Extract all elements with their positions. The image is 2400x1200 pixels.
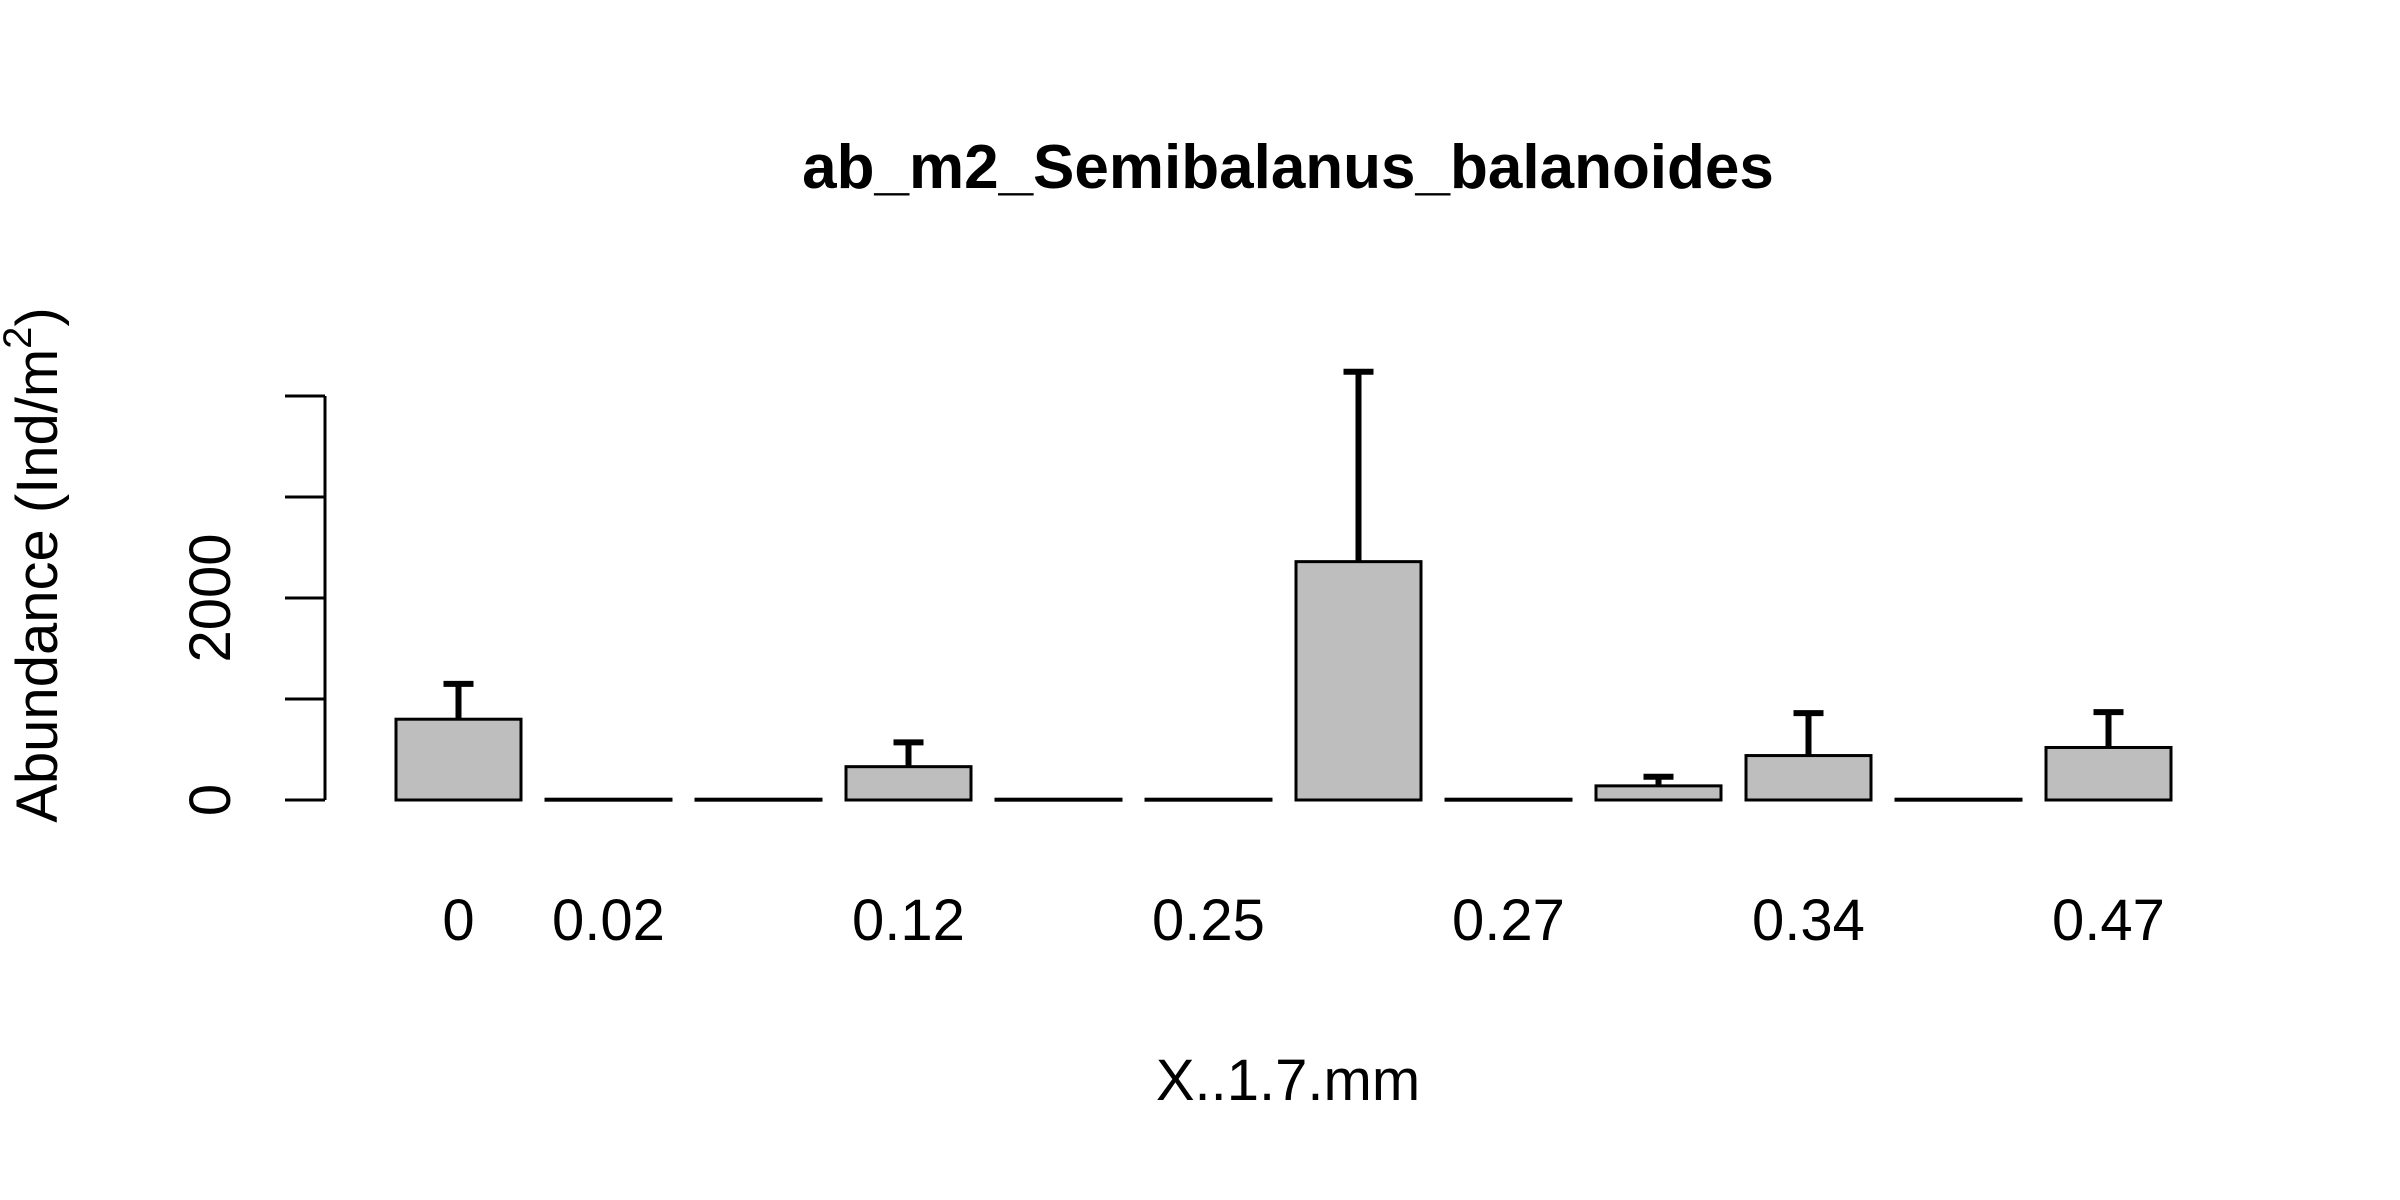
x-tick-label: 0.12 xyxy=(852,888,965,953)
bar xyxy=(844,765,973,802)
bar-series xyxy=(394,560,2173,802)
x-axis-label: X..1.7.mm xyxy=(1156,1048,1420,1113)
x-tick-label: 0.47 xyxy=(2052,888,2165,953)
y-axis: 0 2000 xyxy=(178,394,327,816)
bar xyxy=(994,797,1123,802)
bar xyxy=(1144,797,1273,802)
y-tick-label: 0 xyxy=(178,784,243,816)
bar xyxy=(1594,784,1723,802)
y-axis-label-suffix: ) xyxy=(5,307,70,326)
bar xyxy=(1744,754,1873,802)
y-tick-label: 2000 xyxy=(178,533,243,662)
bar xyxy=(2044,745,2173,802)
chart-title: ab_m2_Semibalanus_balanoides xyxy=(802,133,1774,202)
bar xyxy=(394,717,523,802)
x-tick-labels: 0 0.02 0.12 0.25 0.27 0.34 0.47 xyxy=(442,888,2165,953)
error-bar-series xyxy=(443,368,2124,786)
x-tick-label: 0.02 xyxy=(552,888,665,953)
x-tick-label: 0.27 xyxy=(1452,888,1565,953)
bar xyxy=(1894,797,2023,802)
y-axis-label-superscript: 2 xyxy=(0,327,40,349)
y-axis-label: Abundance (Ind/m2) xyxy=(0,307,70,823)
bar xyxy=(544,797,673,802)
bar xyxy=(1294,560,1423,802)
x-tick-label: 0 xyxy=(442,888,474,953)
bar xyxy=(694,797,823,802)
y-axis-label-prefix: Abundance (Ind/m xyxy=(5,349,70,823)
x-tick-label: 0.34 xyxy=(1752,888,1865,953)
bar xyxy=(1444,797,1573,802)
x-tick-label: 0.25 xyxy=(1152,888,1265,953)
